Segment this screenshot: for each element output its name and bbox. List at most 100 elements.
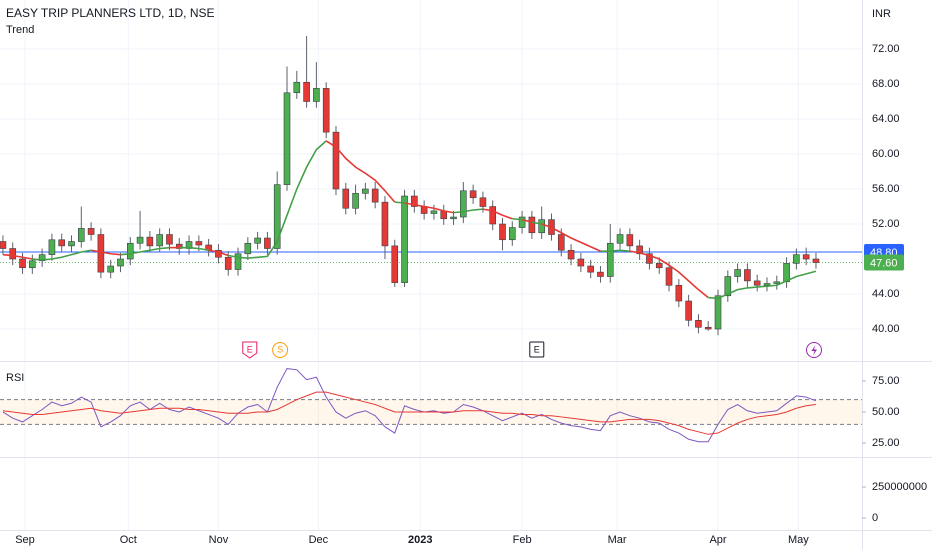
candle-body bbox=[234, 253, 242, 270]
candle-body bbox=[675, 284, 683, 302]
y-tick-label: 56.00 bbox=[872, 183, 900, 195]
trend-line bbox=[541, 223, 601, 252]
candle-body bbox=[734, 269, 741, 277]
candle-body bbox=[283, 92, 291, 185]
x-tick-label: Feb bbox=[513, 534, 532, 546]
candle-body bbox=[224, 256, 232, 270]
y-tick-label: 68.00 bbox=[872, 78, 900, 90]
x-tick-label: May bbox=[788, 534, 809, 546]
trend-line bbox=[708, 270, 817, 300]
candle-body bbox=[812, 258, 820, 263]
x-tick-label: 2023 bbox=[408, 534, 432, 546]
candle-body bbox=[460, 190, 467, 218]
trend-line bbox=[453, 208, 483, 214]
x-tick-label: Oct bbox=[120, 534, 137, 546]
candle-body bbox=[704, 326, 712, 330]
candle-body bbox=[802, 254, 810, 260]
rsi-line bbox=[2, 368, 817, 443]
trend-line bbox=[512, 217, 523, 221]
rsi-ma-line bbox=[2, 391, 817, 435]
trend-line bbox=[394, 201, 405, 204]
y-tick-label: 44.00 bbox=[872, 288, 900, 300]
candle-body bbox=[606, 242, 614, 277]
event-marker bbox=[272, 342, 289, 358]
candle-body bbox=[753, 280, 761, 286]
y-tick-label: 52.00 bbox=[872, 218, 900, 230]
candle-body bbox=[126, 242, 134, 260]
candle-body bbox=[469, 190, 477, 199]
trend-line bbox=[2, 253, 33, 260]
candle-body bbox=[293, 81, 301, 94]
candle-body bbox=[117, 258, 124, 267]
trend-line bbox=[404, 202, 454, 214]
candle-body bbox=[313, 88, 320, 102]
x-tick-label: Sep bbox=[15, 534, 35, 546]
trend-line bbox=[521, 218, 533, 224]
candle-body bbox=[48, 239, 56, 255]
candle-body bbox=[646, 253, 653, 264]
y-tick-label: 72.00 bbox=[872, 43, 900, 55]
rsi-tick-label: 75.00 bbox=[872, 375, 900, 387]
candle-body bbox=[19, 258, 26, 269]
x-tick-label: Nov bbox=[209, 534, 229, 546]
candle-body bbox=[773, 281, 781, 284]
candle-body bbox=[430, 210, 438, 214]
y-tick-label: 60.00 bbox=[872, 148, 900, 160]
candle-body bbox=[146, 236, 154, 247]
rsi-tick-label: 50.00 bbox=[872, 406, 900, 418]
price-label: 47.60 bbox=[870, 257, 898, 269]
candle-body bbox=[195, 241, 203, 246]
event-label: E bbox=[247, 344, 253, 354]
candle-body bbox=[58, 239, 66, 247]
candle-body bbox=[9, 248, 17, 260]
candle-body bbox=[509, 227, 516, 241]
y-tick-label: 64.00 bbox=[872, 113, 900, 125]
trend-line bbox=[629, 250, 709, 299]
candle-body bbox=[156, 234, 163, 247]
candle-body bbox=[97, 234, 105, 273]
trend-line bbox=[531, 221, 542, 225]
candle-body bbox=[744, 269, 751, 282]
trend-line bbox=[208, 249, 229, 257]
x-tick-label: Dec bbox=[309, 534, 329, 546]
candle-body bbox=[763, 283, 771, 286]
candle-body bbox=[655, 263, 663, 269]
candle-body bbox=[107, 265, 114, 273]
candle-body bbox=[381, 201, 389, 247]
trend-line bbox=[600, 249, 630, 252]
trend-line bbox=[32, 249, 92, 261]
chart-title: EASY TRIP PLANNERS LTD, 1D, NSE bbox=[6, 6, 215, 20]
candle-body bbox=[518, 216, 526, 228]
trend-line bbox=[90, 249, 121, 256]
candle-body bbox=[714, 295, 722, 330]
candle-body bbox=[724, 276, 732, 297]
candle-body bbox=[38, 254, 46, 262]
candle-body bbox=[342, 188, 350, 209]
candle-body bbox=[479, 197, 487, 207]
candle-body bbox=[499, 223, 506, 241]
candle-body bbox=[352, 193, 359, 209]
candle-body bbox=[636, 245, 643, 255]
candle-body bbox=[29, 260, 36, 269]
candle-body bbox=[685, 300, 692, 321]
candle-body bbox=[528, 216, 536, 234]
candle-body bbox=[411, 195, 418, 207]
event-label: E bbox=[534, 344, 540, 354]
x-tick-label: Apr bbox=[709, 534, 726, 546]
currency: INR bbox=[872, 8, 891, 20]
candle-body bbox=[78, 228, 85, 242]
candle-body bbox=[371, 188, 379, 203]
candle-body bbox=[362, 188, 369, 194]
candle-body bbox=[783, 263, 790, 283]
candle-body bbox=[597, 271, 604, 277]
candle-body bbox=[332, 131, 340, 190]
candle-body bbox=[665, 267, 673, 286]
price-label-box bbox=[864, 254, 904, 271]
candle-body bbox=[391, 245, 399, 283]
trend-line bbox=[179, 246, 209, 252]
candle-body bbox=[587, 265, 594, 273]
candle-body bbox=[244, 242, 252, 255]
candle-body bbox=[793, 254, 800, 264]
